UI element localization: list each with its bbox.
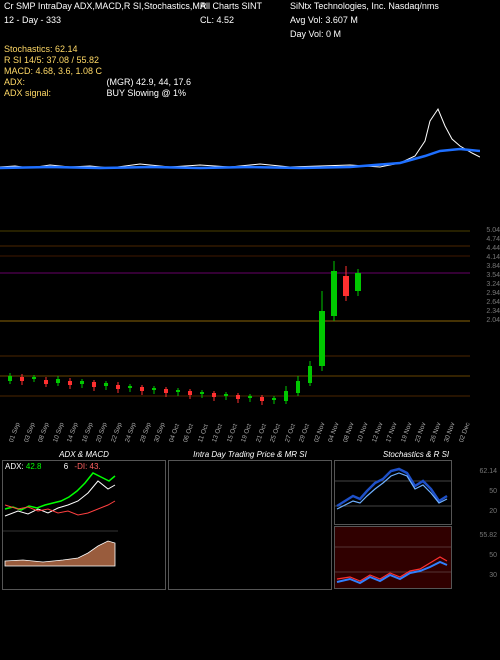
adx-signal-value: BUY Slowing @ 1% [107, 88, 187, 98]
blue-line [0, 149, 480, 168]
period: 12 - Day - 333 [4, 15, 61, 25]
macd-value: MACD: 4.68, 3.6, 1.08 C [4, 66, 496, 77]
rsi-label-1: 55.82 [479, 532, 497, 539]
macd-area [5, 541, 115, 566]
main-line-chart [0, 101, 500, 221]
hdr-left: Cr SMP IntraDay ADX,MACD,R SI,Stochastic… [4, 1, 206, 11]
day-vol: Day Vol: 0 M [290, 29, 341, 39]
adx-panel-body: ADX: 42.8 6 -DI: 43. [2, 460, 166, 590]
stoch-lower-svg [334, 526, 452, 589]
hdr-mid: All Charts SINT [200, 1, 262, 11]
hdr-right: SiNtx Technologies, Inc. Nasdaq/nms [290, 1, 439, 11]
intraday-title: Intra Day Trading Price & MR SI [168, 449, 332, 460]
adx-green-line [5, 473, 115, 510]
stoch-label-3: 20 [489, 508, 497, 515]
line-chart-svg [0, 101, 480, 221]
adx-svg [3, 461, 118, 589]
rsi-label-3: 30 [489, 572, 497, 579]
stoch-upper-svg [334, 460, 452, 525]
intraday-body [168, 460, 332, 590]
header: Cr SMP IntraDay ADX,MACD,R SI,Stochastic… [0, 0, 500, 14]
adx-values: (MGR) 42.9, 44, 17.6 [107, 77, 192, 87]
adx-panel-title: ADX & MACD [2, 449, 166, 460]
candle-svg [0, 221, 470, 421]
stoch-body: 62.14 50 20 55.82 50 30 [334, 460, 498, 590]
stoch-label-1: 62.14 [479, 468, 497, 475]
close-price: CL: 4.52 [200, 15, 234, 25]
header-row2: 12 - Day - 333 CL: 4.52 Avg Vol: 3.607 M [0, 14, 500, 28]
header-row3: Day Vol: 0 M [0, 28, 500, 42]
adx-macd-panel: ADX & MACD ADX: 42.8 6 -DI: 43. [2, 449, 166, 607]
intraday-panel: Intra Day Trading Price & MR SI [168, 449, 332, 607]
stoch-title: Stochastics & R SI [334, 449, 498, 460]
adx-red-line [5, 501, 115, 515]
avg-vol: Avg Vol: 3.607 M [290, 15, 358, 25]
adx-label: ADX: [4, 77, 104, 88]
indicator-block: Stochastics: 62.14 R SI 14/5: 37.08 / 55… [0, 42, 500, 101]
candle-chart: 5.044.744.444.143.843.543.242.942.642.34… [0, 221, 500, 421]
x-axis-dates: 01 Sep03 Sep08 Sep10 Sep14 Sep16 Sep20 S… [0, 421, 500, 449]
bottom-panels: ADX & MACD ADX: 42.8 6 -DI: 43. Intra Da… [0, 449, 500, 609]
rsi-label-2: 50 [489, 552, 497, 559]
stochastics-value: Stochastics: 62.14 [4, 44, 496, 55]
rsi-value: R SI 14/5: 37.08 / 55.82 [4, 55, 496, 66]
white-line [0, 109, 480, 168]
stoch-label-2: 50 [489, 488, 497, 495]
stoch-dark-line [337, 469, 447, 506]
adx-signal-label: ADX signal: [4, 88, 104, 99]
stoch-rsi-panel: Stochastics & R SI 62.14 50 20 55.82 50 … [334, 449, 498, 607]
rsi-red-line [337, 557, 447, 581]
adx-white-line [5, 481, 115, 516]
stoch-light-line [337, 473, 447, 509]
y-axis-labels: 5.044.744.444.143.843.543.242.942.642.34… [486, 226, 500, 325]
